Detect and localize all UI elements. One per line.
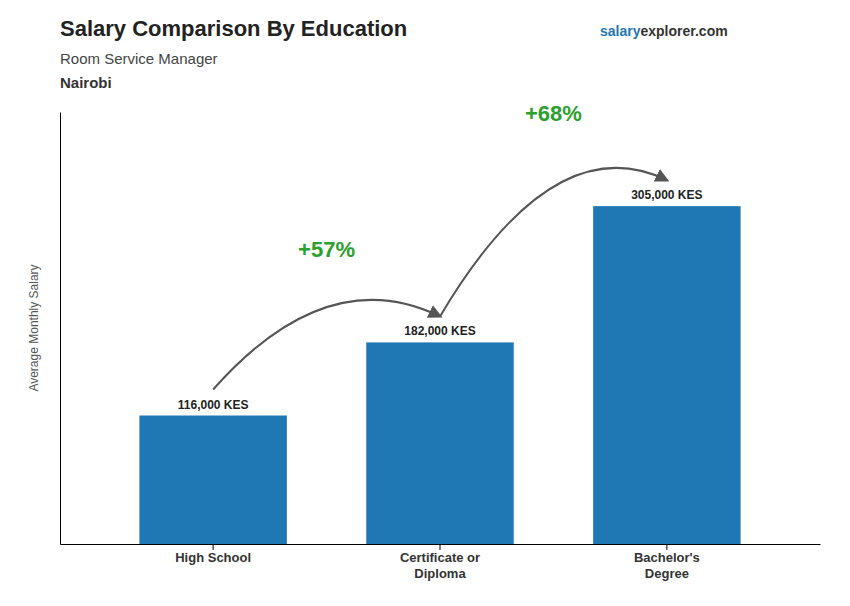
change-label: +68% <box>525 101 582 126</box>
y-axis-line <box>60 113 61 545</box>
location: Nairobi <box>60 74 112 91</box>
x-tick: High School <box>175 544 251 565</box>
data-label: 182,000 KES <box>404 324 475 338</box>
data-labels: 116,000 KES 182,000 KES 305,000 KES <box>178 188 703 411</box>
x-tick-label: High School <box>175 550 251 565</box>
data-label: 116,000 KES <box>178 398 249 412</box>
bar <box>366 342 513 544</box>
y-axis-title: Average Monthly Salary <box>27 264 41 391</box>
x-tick-label: Bachelor'sDegree <box>634 550 700 581</box>
plot: High School Certificate orDiploma Bachelor… <box>27 101 821 581</box>
y-axis <box>60 113 61 545</box>
bar <box>139 416 286 544</box>
x-tick-label-line: Degree <box>645 566 689 581</box>
data-label: 305,000 KES <box>631 188 702 202</box>
x-tick-mark <box>666 544 667 550</box>
bars <box>139 206 740 544</box>
x-tick: Certificate orDiploma <box>400 544 480 581</box>
arrows <box>213 168 667 390</box>
change-arrow <box>213 300 440 390</box>
x-tick-label-line: Bachelor's <box>634 550 700 565</box>
chart: Salary Comparison By Education Room Servi… <box>0 0 850 606</box>
x-tick-mark <box>213 544 214 550</box>
x-tick-label-line: Diploma <box>414 566 466 581</box>
change-arrow <box>440 168 667 317</box>
x-axis: High School Certificate orDiploma Bachelor… <box>61 544 821 581</box>
x-tick: Bachelor'sDegree <box>634 544 700 581</box>
change-label: +57% <box>298 237 355 262</box>
subtitle: Room Service Manager <box>60 50 218 67</box>
x-tick-label-line: High School <box>175 550 251 565</box>
site-name: explorer.com <box>640 23 727 39</box>
bar <box>593 206 740 544</box>
site-name: salary <box>600 23 641 39</box>
title: Salary Comparison By Education <box>60 16 407 41</box>
x-tick-mark <box>440 544 441 550</box>
x-tick-label: Certificate orDiploma <box>400 550 480 581</box>
x-tick-label-line: Certificate or <box>400 550 480 565</box>
